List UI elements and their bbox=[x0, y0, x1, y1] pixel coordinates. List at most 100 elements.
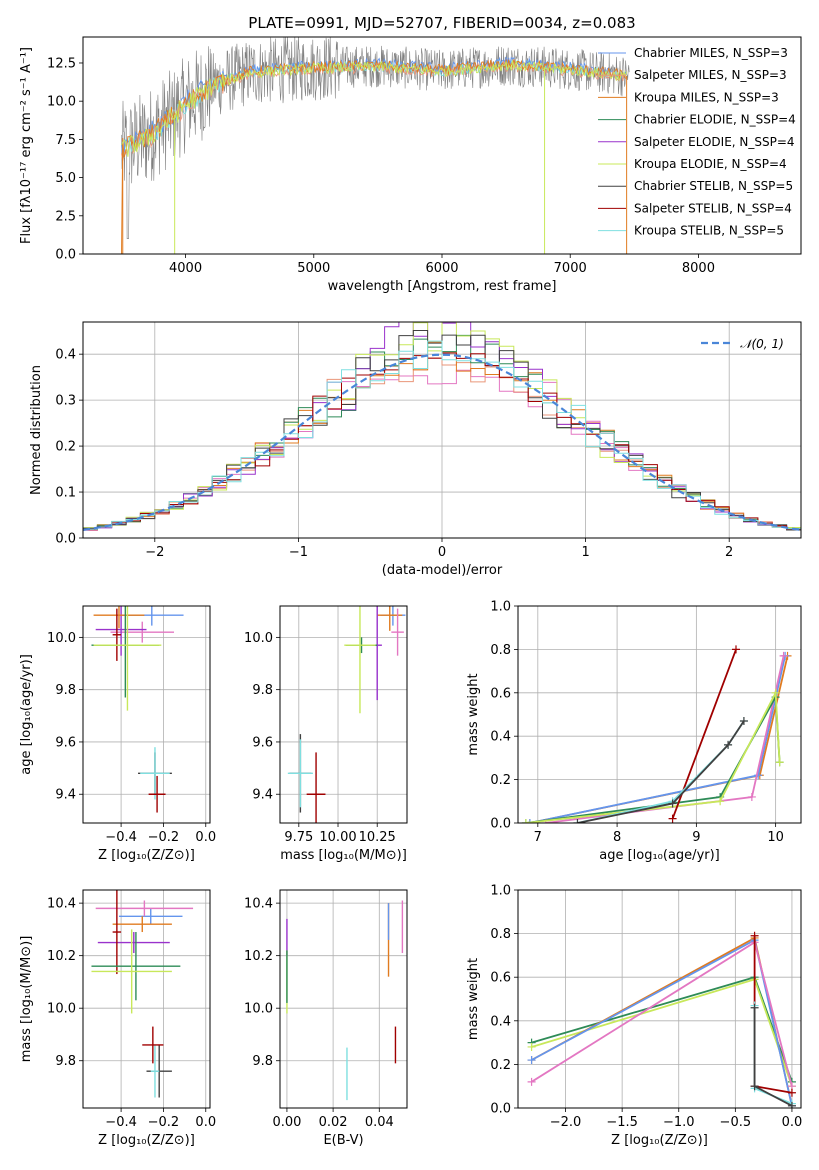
y-tick-label: 0.3 bbox=[55, 394, 76, 409]
x-tick-label: 0.0 bbox=[195, 830, 216, 845]
histogram-chabrier_stelib bbox=[83, 330, 801, 531]
series-marker bbox=[787, 1101, 796, 1108]
y-tick-label: 0.2 bbox=[55, 440, 76, 455]
spectrum-title: PLATE=0991, MJD=52707, FIBERID=0034, z=0… bbox=[248, 14, 635, 32]
mass_vs_Z-plot-area bbox=[91, 890, 194, 1098]
series-line bbox=[531, 976, 793, 1083]
y-tick-label: 0.0 bbox=[490, 1102, 511, 1117]
axes-frame bbox=[82, 36, 802, 255]
y-tick-label: 10.0 bbox=[244, 1002, 273, 1017]
series-marker bbox=[527, 1042, 536, 1051]
series-marker bbox=[739, 717, 748, 726]
series-marker bbox=[779, 651, 788, 660]
axes-frame bbox=[82, 605, 211, 824]
data-point bbox=[91, 929, 172, 1014]
grid-lines bbox=[280, 890, 407, 1108]
x-tick-label: 10 bbox=[767, 830, 784, 845]
x-axis-label: (data-model)/error bbox=[382, 563, 503, 578]
y-tick-label: 0.4 bbox=[490, 730, 511, 745]
y-tick-label: 10.0 bbox=[47, 1002, 76, 1017]
legend-entry: 𝒩(0, 1) bbox=[740, 337, 784, 351]
series-line bbox=[531, 938, 793, 1106]
y-tick-label: 0.8 bbox=[490, 643, 511, 658]
series-line bbox=[577, 720, 745, 823]
data-point bbox=[93, 606, 162, 711]
y-tick-label: 12.5 bbox=[47, 56, 76, 71]
age_vs_mass-panel: 9.75 10.00 10.25 9.4 9.6 9.8 10.0 mass [log₁₀(M… bbox=[244, 605, 408, 863]
data-point bbox=[112, 890, 122, 975]
y-tick-label: 9.8 bbox=[55, 683, 76, 698]
age_vs_Z-plot-area bbox=[91, 606, 184, 813]
y-tick-label: 10.4 bbox=[47, 897, 76, 912]
x-tick-label: −0.2 bbox=[148, 830, 180, 845]
histogram-salpeter_elodie bbox=[83, 322, 801, 531]
data-point bbox=[112, 608, 122, 661]
data-point bbox=[148, 775, 166, 813]
y-tick-label: 10.0 bbox=[47, 95, 76, 110]
series-marker bbox=[787, 1088, 796, 1097]
x-tick-label: −0.4 bbox=[105, 830, 137, 845]
series-marker bbox=[527, 1056, 536, 1065]
data-point bbox=[97, 932, 170, 954]
y-tick-label: 0.4 bbox=[55, 348, 76, 363]
y-tick-label: 1.0 bbox=[490, 884, 511, 899]
series-marker bbox=[525, 819, 534, 823]
x-tick-label: 10.00 bbox=[319, 830, 356, 845]
age_vs_Z-panel: −0.4 −0.2 0.0 9.4 9.6 9.8 10.0 Z [log₁₀(Z/Z⊙)] a… bbox=[19, 605, 216, 863]
y-tick-label: 7.5 bbox=[55, 133, 76, 148]
data-point bbox=[344, 606, 376, 714]
axes-frame bbox=[82, 321, 802, 539]
data-point bbox=[95, 900, 194, 917]
legend-entry: Chabrier STELIB, N_SSP=5 bbox=[634, 179, 793, 193]
x-tick-label: −1.0 bbox=[663, 1115, 695, 1130]
mass_vs_Z-panel: −0.4 −0.2 0.0 9.8 10.0 10.2 10.4 Z [log₁₀(Z/Z⊙)… bbox=[19, 889, 216, 1148]
data-point bbox=[377, 606, 403, 631]
data-point bbox=[140, 747, 170, 800]
data-point bbox=[142, 1026, 164, 1064]
axes-frame bbox=[517, 605, 802, 824]
residuals-panel: −2 −1 0 1 2 0.0 0.1 0.2 0.3 0.4 (data-model)/error… bbox=[29, 321, 802, 578]
series-marker bbox=[668, 799, 677, 808]
x-tick-label: 0.0 bbox=[195, 1115, 216, 1130]
legend-entry: Kroupa ELODIE, N_SSP=4 bbox=[634, 157, 787, 171]
spectrum-plot-area bbox=[121, 37, 630, 254]
y-tick-label: 10.2 bbox=[47, 949, 76, 964]
data-point bbox=[95, 606, 147, 656]
legend-entry: Kroupa STELIB, N_SSP=5 bbox=[634, 224, 784, 238]
y-tick-label: 0.1 bbox=[55, 486, 76, 501]
y-tick-label: 0.2 bbox=[490, 1058, 511, 1073]
series-line bbox=[525, 689, 781, 823]
y-tick-label: 0.2 bbox=[490, 773, 511, 788]
axes-frame bbox=[517, 889, 802, 1109]
axes-frame bbox=[82, 889, 211, 1109]
x-tick-label: 9.75 bbox=[284, 830, 313, 845]
series-marker bbox=[775, 758, 784, 767]
series-marker bbox=[750, 931, 759, 940]
data-point bbox=[91, 932, 181, 1001]
x-tick-label: 10.25 bbox=[359, 830, 396, 845]
series-marker bbox=[527, 1077, 536, 1086]
data-point bbox=[112, 916, 172, 933]
y-tick-label: 2.5 bbox=[55, 209, 76, 224]
age_vs_mass-plot-area bbox=[287, 606, 406, 823]
y-tick-label: 9.4 bbox=[252, 788, 273, 803]
x-tick-label: 6000 bbox=[425, 261, 458, 276]
y-axis-label: age [log₁₀(age/yr)] bbox=[19, 654, 34, 775]
x-tick-label: 0.02 bbox=[319, 1115, 348, 1130]
residuals-plot-area bbox=[83, 322, 801, 531]
residuals-legend: 𝒩(0, 1) bbox=[701, 337, 784, 351]
y-tick-label: 0.0 bbox=[55, 248, 76, 263]
y-axis-label: mass [log₁₀(M/M⊙)] bbox=[19, 936, 34, 1063]
grid-lines bbox=[280, 606, 407, 823]
grid-lines bbox=[83, 890, 210, 1108]
legend-entry: Chabrier ELODIE, N_SSP=4 bbox=[634, 113, 796, 127]
data-point bbox=[306, 752, 326, 823]
series-marker bbox=[521, 819, 530, 823]
series-marker bbox=[724, 740, 733, 749]
mass_vs_EBV-plot-area bbox=[286, 900, 404, 1101]
mass_vs_EBV-panel: 0.00 0.02 0.04 9.8 10.0 10.2 10.4 E(B-V) bbox=[244, 889, 408, 1148]
series-marker bbox=[668, 814, 677, 823]
x-axis-label: wavelength [Angstrom, rest frame] bbox=[328, 279, 557, 294]
x-tick-label: 8 bbox=[613, 830, 621, 845]
x-axis-label: Z [log₁₀(Z/Z⊙)] bbox=[98, 848, 195, 863]
